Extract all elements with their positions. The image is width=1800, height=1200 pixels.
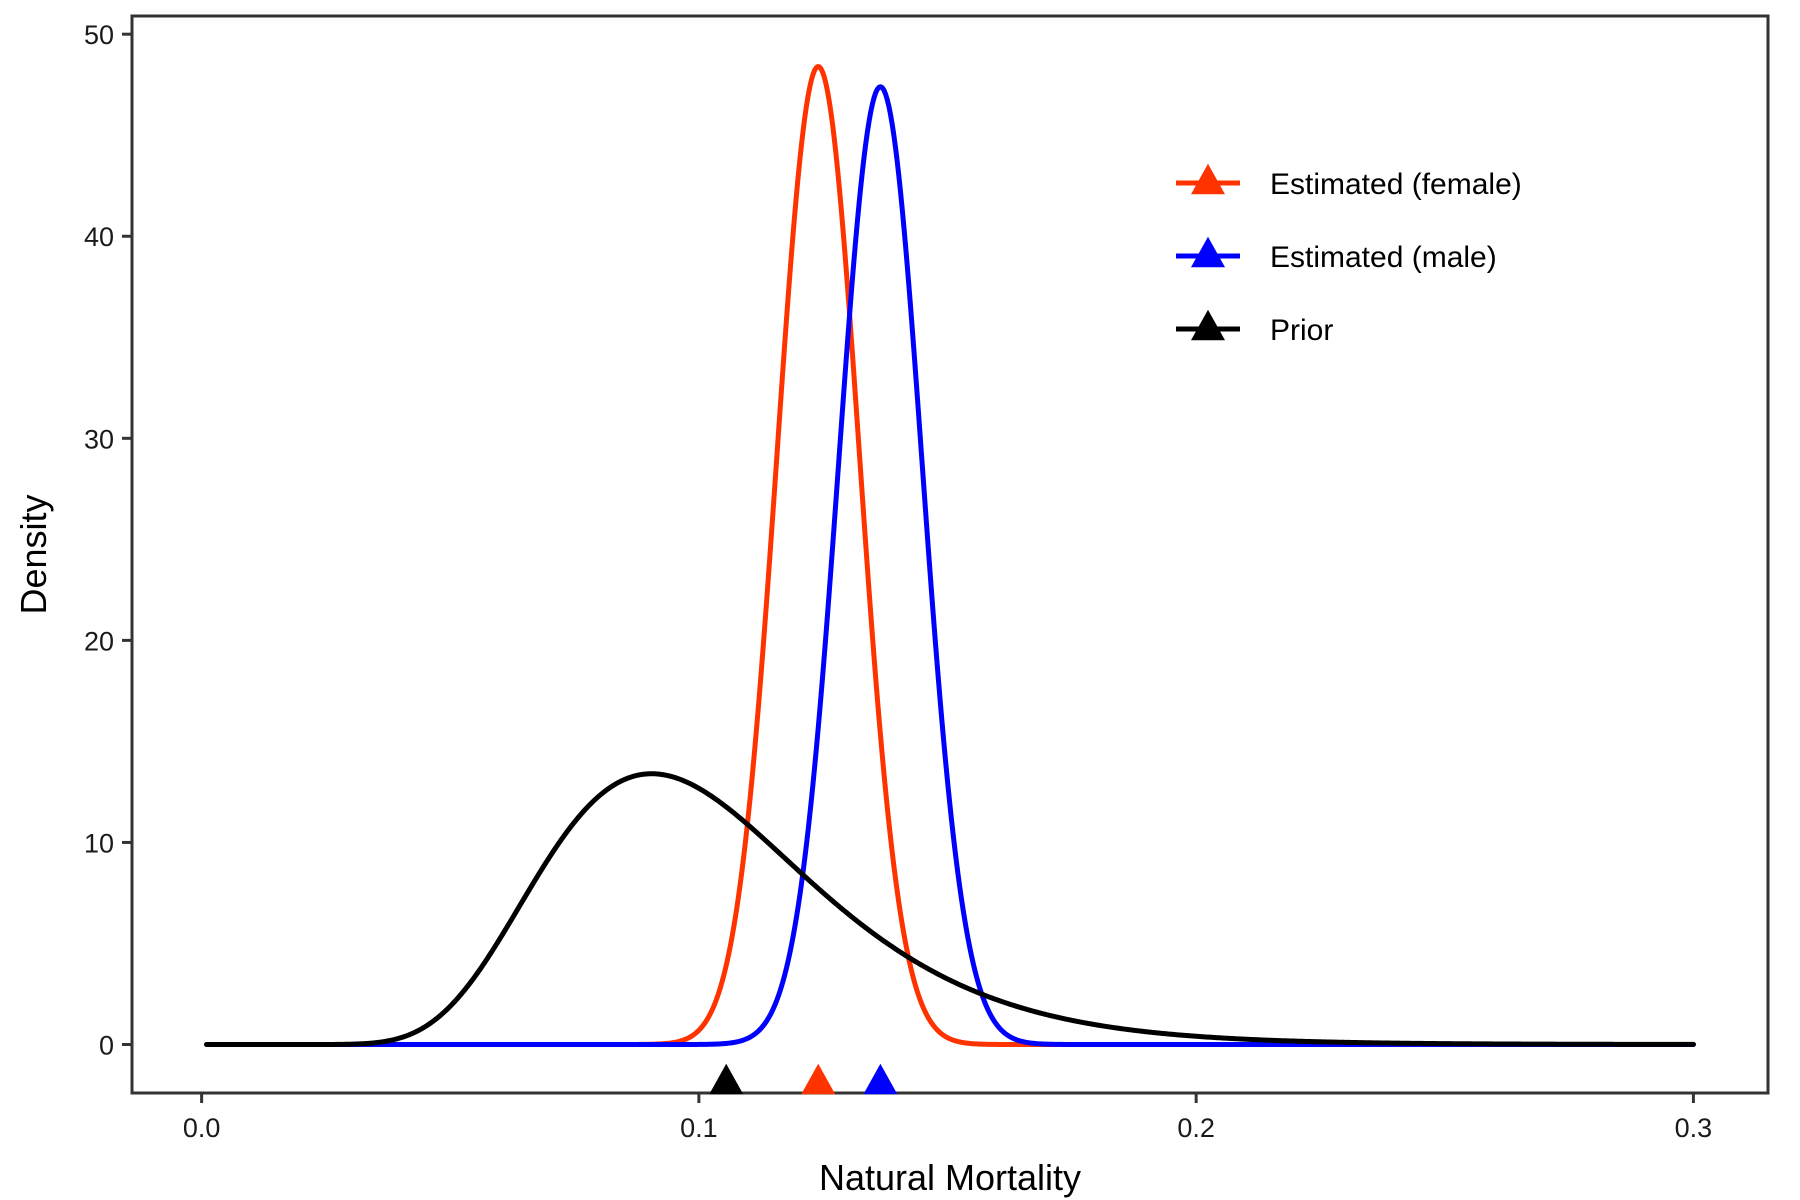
estimate-marker-1	[863, 1063, 898, 1095]
x-tick-label: 0.2	[1177, 1113, 1215, 1143]
estimate-markers	[709, 1063, 898, 1095]
legend-label: Estimated (female)	[1270, 168, 1522, 201]
legend-key-marker	[1191, 309, 1225, 341]
legend-label: Estimated (male)	[1270, 241, 1497, 274]
legend-key-marker	[1191, 236, 1225, 268]
y-tick-label: 0	[99, 1031, 114, 1061]
y-tick-label: 10	[84, 828, 114, 858]
legend-item-1: Estimated (male)	[1176, 236, 1497, 274]
y-tick-label: 50	[84, 20, 114, 50]
x-tick-label: 0.1	[680, 1113, 718, 1143]
x-tick-label: 0.0	[183, 1113, 221, 1143]
y-tick-label: 30	[84, 424, 114, 454]
series-line-2	[204, 771, 1696, 1047]
legend-item-0: Estimated (female)	[1176, 163, 1522, 201]
legend-key-marker	[1191, 163, 1225, 195]
y-axis: 0 10 20 30 40 50	[84, 20, 132, 1061]
plot-lines	[204, 64, 1696, 1047]
plot-panel-border	[130, 14, 1770, 1095]
estimate-marker-0	[801, 1063, 836, 1095]
x-axis-title: Natural Mortality	[819, 1157, 1081, 1198]
legend-label: Prior	[1270, 314, 1333, 347]
x-axis: 0.0 0.1 0.2 0.3	[183, 1093, 1712, 1143]
legend: Estimated (female) Estimated (male) Prior	[1176, 163, 1522, 347]
y-tick-label: 40	[84, 222, 114, 252]
x-tick-label: 0.3	[1675, 1113, 1713, 1143]
legend-item-2: Prior	[1176, 309, 1333, 347]
y-axis-title: Density	[13, 494, 54, 614]
y-tick-label: 20	[84, 626, 114, 656]
estimate-marker-2	[709, 1063, 744, 1095]
